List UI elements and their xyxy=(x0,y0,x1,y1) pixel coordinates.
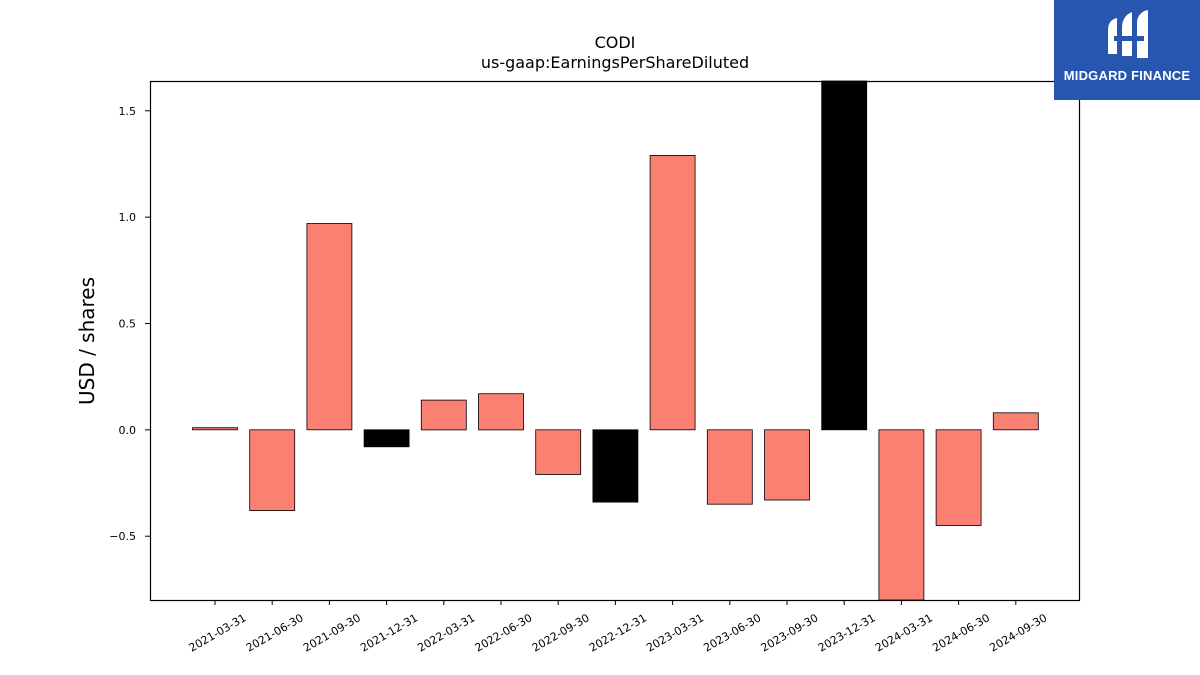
y-tick-label: −0.5 xyxy=(109,530,136,543)
x-tick-label: 2021-09-30 xyxy=(301,611,363,654)
y-tick-label: 1.5 xyxy=(119,105,137,118)
bar-2024-03-31 xyxy=(878,429,925,601)
bars-group xyxy=(192,80,1039,601)
x-tick-label: 2021-06-30 xyxy=(244,611,306,654)
x-tick-label: 2022-06-30 xyxy=(473,611,535,654)
y-tick-label: 0.0 xyxy=(119,424,137,437)
bar-2022-06-30 xyxy=(478,393,524,431)
bar-2021-09-30 xyxy=(306,223,353,431)
bar-2023-03-31 xyxy=(649,154,696,431)
x-tick-label: 2023-03-31 xyxy=(644,611,706,654)
bar-2024-06-30 xyxy=(935,429,982,526)
y-ticks: −0.5 0.0 0.5 1.0 1.5 xyxy=(109,105,150,543)
bar-2022-12-31 xyxy=(592,429,639,503)
x-tick-label: 2023-12-31 xyxy=(816,611,878,654)
y-axis-label: USD / shares xyxy=(75,277,99,405)
logo-text: MIDGARD FINANCE xyxy=(1063,68,1191,83)
bar-2021-03-31 xyxy=(192,427,238,431)
bar-2023-09-30 xyxy=(764,429,810,501)
x-tick-label: 2021-12-31 xyxy=(358,611,420,654)
x-tick-label: 2024-09-30 xyxy=(987,611,1049,654)
x-tick-label: 2024-03-31 xyxy=(873,611,935,654)
midgard-finance-logo: MIDGARD FINANCE xyxy=(1054,0,1200,100)
bar-2023-06-30 xyxy=(706,429,753,505)
bar-2022-03-31 xyxy=(420,399,467,431)
bar-2021-06-30 xyxy=(249,429,296,511)
x-ticks: 2021-03-312021-06-302021-09-302021-12-31… xyxy=(187,600,1049,655)
x-tick-label: 2022-09-30 xyxy=(530,611,592,654)
x-tick-label: 2021-03-31 xyxy=(187,611,249,654)
bar-2021-12-31 xyxy=(363,429,410,448)
x-tick-label: 2024-06-30 xyxy=(930,611,992,654)
y-tick-label: 0.5 xyxy=(119,317,137,330)
x-tick-label: 2022-12-31 xyxy=(587,611,649,654)
chart-title: CODI xyxy=(595,33,636,52)
midgard-logo-icon xyxy=(1108,10,1148,58)
x-tick-label: 2023-06-30 xyxy=(701,611,763,654)
bar-2022-09-30 xyxy=(535,429,582,475)
bar-2023-12-31 xyxy=(821,80,868,431)
y-tick-label: 1.0 xyxy=(119,211,137,224)
chart-subtitle: us-gaap:EarningsPerShareDiluted xyxy=(481,53,749,72)
x-tick-label: 2023-09-30 xyxy=(759,611,821,654)
bar-2024-09-30 xyxy=(992,412,1039,431)
plot-frame xyxy=(149,80,1081,602)
x-tick-label: 2022-03-31 xyxy=(415,611,477,654)
